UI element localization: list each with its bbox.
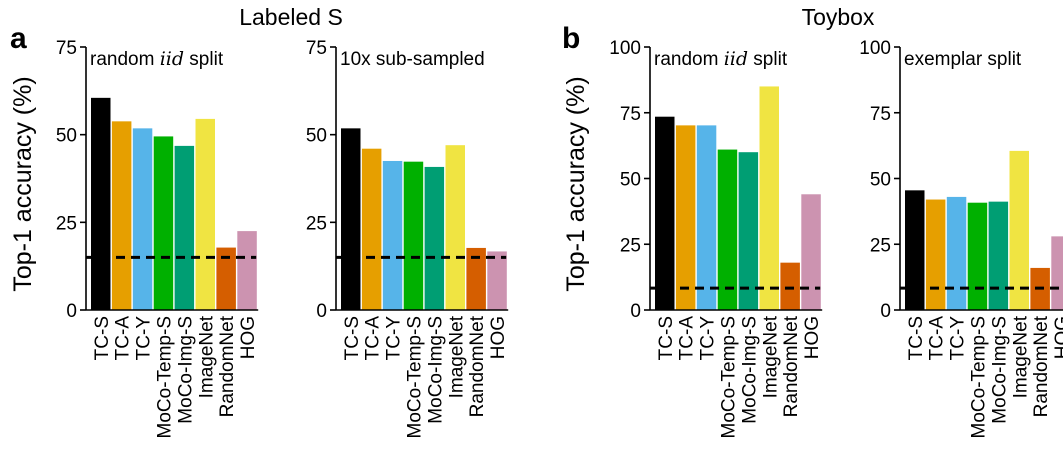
x-tick-label-tc-s: TC-S xyxy=(656,316,677,360)
x-tick-label-moco-img-s: MoCo-Img-S xyxy=(175,316,196,424)
bar-moco-img-s xyxy=(424,166,445,310)
x-tick-label-imagenet: ImageNet xyxy=(446,315,467,398)
chart-panel-3: 0 25 50 75 100 TC-S TC-A TC-Y MoCo-Temp-S MoCo-Im… xyxy=(609,38,823,438)
bar-moco-img-s xyxy=(174,145,195,310)
bar-randomnet xyxy=(216,247,236,310)
y-tick-label: 50 xyxy=(306,126,327,147)
bar-tc-y xyxy=(382,160,403,310)
y-tick-label: 25 xyxy=(306,213,327,234)
panel-letter-a: a xyxy=(10,22,27,55)
bar-tc-a xyxy=(111,121,132,310)
y-axis-label-b: Top-1 accuracy (%) xyxy=(562,76,590,291)
subplot-subtitle: random iid split xyxy=(90,48,224,70)
x-tick-label-tc-y: TC-Y xyxy=(134,316,155,361)
y-tick-label: 50 xyxy=(56,126,77,147)
bar-moco-img-s xyxy=(738,152,759,310)
x-tick-label-tc-y: TC-Y xyxy=(698,316,719,361)
y-tick-label: 75 xyxy=(620,104,641,125)
bar-imagenet xyxy=(195,118,215,311)
x-tick-label-moco-img-s: MoCo-Img-S xyxy=(989,316,1010,424)
y-tick-label: 25 xyxy=(620,235,641,256)
bar-tc-y xyxy=(132,128,153,310)
x-tick-label-randomnet: RandomNet xyxy=(781,315,802,417)
x-tick-label-hog: HOG xyxy=(802,316,823,359)
x-tick-label-hog: HOG xyxy=(488,316,509,359)
bar-moco-temp-s xyxy=(717,149,738,310)
chart-panel-2: 0 25 50 75 TC-S TC-A TC-Y MoCo-Temp-S MoCo-Img-S… xyxy=(306,38,509,438)
bar-tc-a xyxy=(925,199,946,310)
bar-tc-s xyxy=(655,116,675,310)
y-tick-label: 50 xyxy=(620,170,641,191)
bar-hog xyxy=(237,231,257,310)
y-tick-label: 25 xyxy=(870,235,891,256)
bar-randomnet xyxy=(780,262,800,310)
y-tick-label: 0 xyxy=(630,301,641,322)
bar-tc-y xyxy=(946,196,967,310)
y-tick-label: 100 xyxy=(609,38,641,59)
bar-imagenet xyxy=(445,145,465,310)
x-tick-label-imagenet: ImageNet xyxy=(1010,315,1031,398)
y-tick-label: 75 xyxy=(306,38,327,59)
x-tick-label-tc-s: TC-S xyxy=(92,316,113,360)
bar-tc-y xyxy=(696,125,717,311)
y-tick-label: 0 xyxy=(316,301,327,322)
bar-imagenet xyxy=(759,86,779,310)
x-tick-label-tc-y: TC-Y xyxy=(948,316,969,361)
group-title-labeled-s: Labeled S xyxy=(239,4,343,30)
y-tick-label: 0 xyxy=(66,301,77,322)
x-tick-label-imagenet: ImageNet xyxy=(760,315,781,398)
bar-tc-s xyxy=(341,128,361,310)
x-tick-label-moco-temp-s: MoCo-Temp-S xyxy=(718,316,739,438)
bar-moco-temp-s xyxy=(403,161,424,310)
bar-hog xyxy=(801,194,821,310)
x-tick-label-moco-temp-s: MoCo-Temp-S xyxy=(968,316,989,438)
y-axis-label-a: Top-1 accuracy (%) xyxy=(9,76,37,291)
group-title-toybox: Toybox xyxy=(802,4,875,30)
x-tick-label-randomnet: RandomNet xyxy=(1031,315,1052,417)
bar-imagenet xyxy=(1009,150,1029,310)
x-tick-label-tc-a: TC-A xyxy=(363,316,384,361)
panel-letter-b: b xyxy=(562,22,580,55)
bar-tc-a xyxy=(361,148,382,310)
y-tick-label: 75 xyxy=(56,38,77,59)
x-tick-label-randomnet: RandomNet xyxy=(467,315,488,417)
x-tick-label-moco-img-s: MoCo-Img-S xyxy=(739,316,760,424)
x-tick-label-tc-a: TC-A xyxy=(927,316,948,361)
bar-moco-temp-s xyxy=(967,202,988,310)
x-tick-label-tc-a: TC-A xyxy=(113,316,134,361)
x-tick-label-moco-temp-s: MoCo-Temp-S xyxy=(154,316,175,438)
chart-panel-1: 0 25 50 75 TC-S TC-A TC-Y MoCo-Temp-S MoCo-Img-S… xyxy=(56,38,259,438)
x-tick-label-hog: HOG xyxy=(1052,316,1063,359)
bar-tc-a xyxy=(675,125,696,311)
x-tick-label-imagenet: ImageNet xyxy=(196,315,217,398)
x-tick-label-moco-img-s: MoCo-Img-S xyxy=(425,316,446,424)
x-tick-label-tc-a: TC-A xyxy=(677,316,698,361)
x-tick-label-tc-s: TC-S xyxy=(906,316,927,360)
x-tick-label-hog: HOG xyxy=(238,316,259,359)
y-tick-label: 0 xyxy=(880,301,891,322)
bar-hog xyxy=(487,251,507,310)
y-tick-label: 75 xyxy=(870,104,891,125)
subplot-subtitle: random iid split xyxy=(654,48,788,70)
subplot-subtitle: 10x sub-sampled xyxy=(340,49,485,70)
chart-panel-4: 0 25 50 75 100 TC-S TC-A TC-Y MoCo-Temp-S MoCo-Im… xyxy=(859,38,1063,438)
bar-tc-s xyxy=(905,190,925,310)
bar-hog xyxy=(1051,236,1063,310)
x-tick-label-randomnet: RandomNet xyxy=(217,315,238,417)
bar-tc-s xyxy=(91,97,111,310)
x-tick-label-tc-y: TC-Y xyxy=(384,316,405,361)
x-tick-label-tc-s: TC-S xyxy=(342,316,363,360)
bar-moco-temp-s xyxy=(153,136,174,310)
subplot-subtitle: exemplar split xyxy=(904,49,1022,70)
x-tick-label-moco-temp-s: MoCo-Temp-S xyxy=(404,316,425,438)
y-tick-label: 100 xyxy=(859,38,891,59)
bar-moco-img-s xyxy=(988,201,1009,310)
y-tick-label: 50 xyxy=(870,170,891,191)
bar-randomnet xyxy=(466,247,486,310)
y-tick-label: 25 xyxy=(56,213,77,234)
